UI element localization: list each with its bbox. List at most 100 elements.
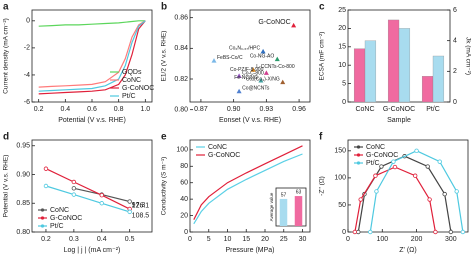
legend-label: CoNC (50, 207, 69, 214)
y-tick-label: 4 (453, 38, 457, 45)
data-point (460, 229, 466, 235)
data-point (442, 191, 447, 197)
y-tick-label: 0 (184, 229, 188, 236)
y-tick-label: 0 (342, 99, 346, 106)
data-point (392, 164, 398, 170)
legend-label: G-CoNOC (122, 85, 154, 92)
bar (294, 196, 303, 226)
data-point (211, 58, 217, 63)
plot-frame (189, 139, 311, 233)
y2-axis-label: Jk (mA cm⁻²) (464, 37, 471, 75)
y-tick-label: 0 (26, 18, 30, 25)
x-axis-label: Eonset (V v.s. RHE) (219, 117, 281, 124)
legend-marker (356, 153, 361, 157)
data-point (250, 67, 256, 72)
point-label: Fe-NC/NG (234, 75, 258, 81)
y-tick-label: 0 (342, 229, 346, 236)
y-tick-label: 100 (334, 175, 346, 182)
data-point (414, 148, 419, 154)
legend-label: Pt/C (122, 93, 136, 100)
y-tick-label: 60 (180, 180, 188, 187)
y-tick-label: 40 (180, 196, 188, 203)
data-point (263, 70, 269, 75)
x-tick-label: 0.2 (41, 236, 51, 243)
x-tick-label: 0.90 (227, 106, 241, 113)
bar (398, 28, 411, 103)
y-axis-label: Current density (mA cm⁻²) (3, 18, 10, 94)
y-axis-label: E1/2 (V v.s. RHE) (161, 31, 168, 82)
y-tick-label: 0.85 (16, 200, 30, 207)
panel-letter: d (3, 132, 9, 143)
series-line (193, 145, 303, 220)
x-axis-label: Log | j | (mA cm⁻²) (64, 247, 121, 254)
y-tick-label: 0.80 (174, 107, 188, 114)
plot-frame (347, 139, 469, 233)
point-label: Co₂(Co₃)-X/NG (246, 76, 280, 82)
point-label: Co-PZIF-8-900 (230, 67, 264, 73)
data-point (236, 73, 242, 78)
x-tick-label: 30 (299, 236, 307, 243)
y-tick-label: 0.84 (174, 45, 188, 52)
plot-frame (31, 139, 153, 233)
x-tick-label: 0.93 (260, 106, 274, 113)
x-tick-label: 0.4 (97, 236, 107, 243)
panel-letter: f (319, 132, 323, 143)
y-axis-label: Conductivity (S m⁻¹) (161, 157, 168, 216)
bar (421, 76, 434, 103)
data-point (280, 79, 286, 85)
y-axis-label: ECSA (mF cm⁻²) (319, 32, 326, 81)
y-tick-label: 2 (453, 68, 457, 75)
point-label: Co₂N₀.₆₇/HPC (229, 46, 260, 52)
data-point (448, 229, 454, 235)
y-tick-label: -6 (24, 99, 30, 106)
plot-frame (189, 9, 311, 103)
panel-letter: a (3, 2, 9, 13)
x-tick-label: 20 (261, 236, 269, 243)
legend-label: GQDs (122, 69, 142, 76)
y-tick-label: 0 (453, 99, 457, 106)
y-tick-label: 5 (342, 80, 346, 87)
x-tick-label: 25 (280, 236, 288, 243)
x-axis-label: Potential (V v.s. RHE) (58, 117, 126, 124)
bar (432, 55, 445, 103)
x-tick-label: 100 (376, 236, 388, 243)
series-line (38, 20, 146, 95)
legend-label: Pt/C (50, 223, 64, 230)
legend-label: CoNC (122, 77, 141, 84)
data-point (358, 197, 363, 202)
point-label: G-CoNOC (258, 19, 290, 26)
y-tick-label: 50 (338, 202, 346, 209)
slope-label: 126.1 (132, 202, 150, 209)
x-tick-label: 0 (188, 236, 192, 243)
value-label: 57 (281, 192, 287, 198)
data-point (352, 229, 358, 235)
data-point (427, 197, 432, 202)
legend-label: G-CoNOC (366, 152, 398, 159)
series-line (38, 20, 146, 88)
y-tick-label: 15 (338, 44, 346, 51)
x-tick-label: 10 (224, 236, 232, 243)
data-point (373, 173, 378, 178)
y-tick-label: 20 (180, 212, 188, 219)
y-tick-label: 25 (338, 7, 346, 14)
y-tick-label: 20 (338, 25, 346, 32)
data-point (71, 186, 77, 191)
y-axis-label: -Z'' (Ω) (319, 176, 326, 196)
x-tick-label: 0.87 (194, 106, 208, 113)
y-tick-label: 100 (176, 147, 188, 154)
series-line (354, 166, 436, 233)
data-point (274, 56, 280, 62)
y-tick-label: 10 (338, 62, 346, 69)
data-point (127, 209, 132, 215)
data-point (433, 229, 438, 235)
x-axis-label: Pressure (MPa) (225, 247, 274, 254)
legend-label: G-CoNOC (208, 152, 240, 159)
x-tick-label: Pt/C (426, 106, 440, 113)
x-tick-label: 300 (445, 236, 457, 243)
data-point (413, 173, 418, 178)
series-line (193, 153, 303, 225)
x-tick-label: 0.8 (114, 106, 124, 113)
panel-letter: b (161, 2, 167, 13)
legend-label: G-CoNOC (50, 215, 82, 222)
data-point (425, 164, 430, 169)
